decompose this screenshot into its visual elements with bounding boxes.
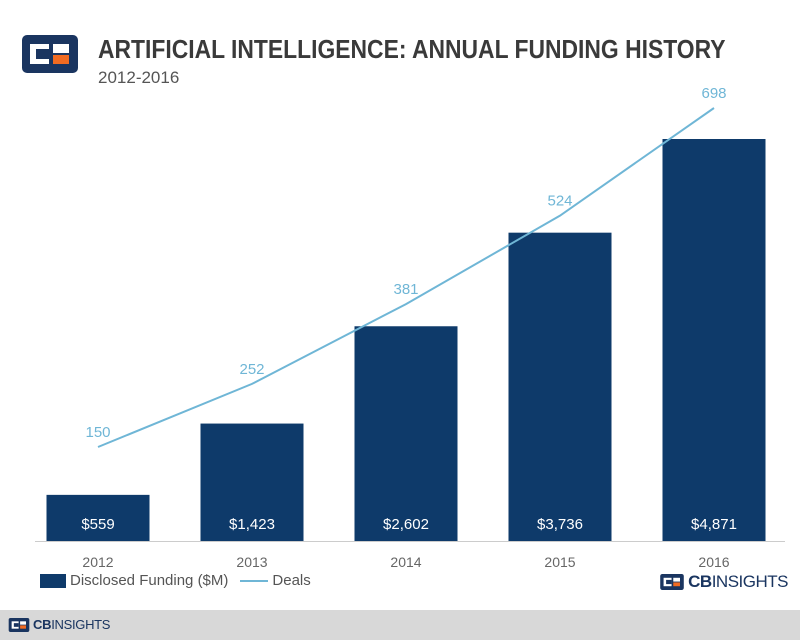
deals-label-2013: 252 [239, 361, 264, 378]
legend-label-funding: Disclosed Funding ($M) [70, 572, 229, 589]
deals-label-2016: 698 [701, 85, 726, 102]
cb-insights-brand: CB INSIGHTS [659, 572, 789, 592]
footer-bar: CB INSIGHTS [0, 610, 800, 640]
deals-label-2012: 150 [85, 424, 110, 441]
bar-label-2014: $2,602 [383, 516, 429, 533]
legend-label-deals: Deals [272, 572, 311, 589]
footer-brand: CB INSIGHTS [8, 617, 110, 632]
bar-2015 [508, 232, 612, 541]
x-tick-2016: 2016 [698, 554, 729, 570]
legend-swatch-deals [240, 579, 269, 582]
chart-title: ARTIFICIAL INTELLIGENCE: ANNUAL FUNDING … [98, 34, 726, 64]
bar-2014 [354, 326, 458, 541]
x-tick-2014: 2014 [390, 554, 421, 570]
footer-text-cb: CB [33, 617, 52, 632]
brand-text-cb: CB [688, 572, 712, 591]
x-tick-2015: 2015 [544, 554, 575, 570]
x-tick-2013: 2013 [236, 554, 267, 570]
bar-label-2015: $3,736 [537, 516, 583, 533]
bar-label-2016: $4,871 [691, 516, 737, 533]
bar-label-2012: $559 [81, 516, 114, 533]
bar-2013 [200, 423, 304, 541]
deals-label-2015: 524 [547, 193, 572, 210]
cb-insights-logo-icon [22, 35, 78, 73]
bar-label-2013: $1,423 [229, 516, 275, 533]
legend-swatch-funding [40, 573, 66, 588]
brand-logo-icon [660, 574, 684, 590]
chart-subtitle: 2012-2016 [98, 68, 180, 87]
chart-legend: Disclosed Funding ($M) Deals [40, 572, 311, 589]
footer-text-insights: INSIGHTS [51, 617, 111, 632]
footer-logo-icon [8, 617, 30, 632]
deals-line [97, 107, 715, 448]
x-tick-2012: 2012 [82, 554, 113, 570]
brand-text-insights: INSIGHTS [711, 572, 789, 591]
bar-2012 [46, 494, 150, 541]
deals-label-2014: 381 [393, 281, 418, 298]
bar-2016 [662, 139, 766, 541]
